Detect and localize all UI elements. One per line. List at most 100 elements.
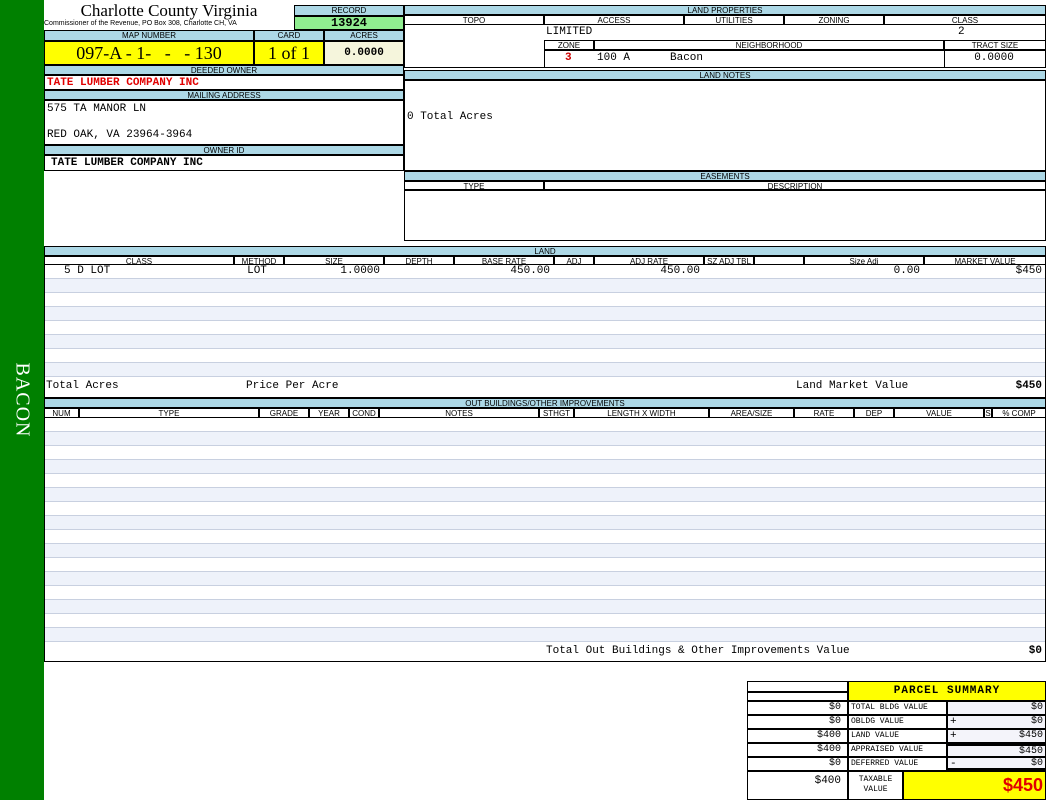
access-value: LIMITED (546, 26, 593, 38)
outbuildings-column-header: GRADE (259, 408, 309, 418)
deeded-owner-label: DEEDED OWNER (44, 65, 404, 75)
table-row (44, 530, 1046, 544)
table-row (44, 516, 1046, 530)
summary-label: APPRAISED VALUE (848, 743, 947, 757)
table-row (44, 572, 1046, 586)
address-line-1: 575 TA MANOR LN (47, 103, 147, 115)
outbuildings-column-header: AREA/SIZE (709, 408, 794, 418)
outbuildings-column-header: NOTES (379, 408, 539, 418)
land-cell: 450.00 (660, 265, 700, 277)
neighborhood-code: 100 A (597, 52, 631, 64)
owner-id-label: OWNER ID (44, 145, 404, 155)
land-column-header: ADJ (554, 256, 594, 265)
table-row (44, 349, 1046, 363)
summary-prior-value: $0 (747, 715, 848, 729)
table-row (44, 558, 1046, 572)
price-per-acre-label: Price Per Acre (246, 380, 339, 392)
outbuildings-label: OUT BUILDINGS/OTHER IMPROVEMENTS (44, 398, 1046, 408)
acres-value: 0.0000 (324, 41, 404, 65)
table-row (44, 279, 1046, 293)
taxable-label: TAXABLE VALUE (848, 771, 903, 800)
zone-value: 3 (565, 52, 572, 64)
land-market-value-label: Land Market Value (796, 380, 909, 392)
outbuildings-column-header: YEAR (309, 408, 349, 418)
card-label: CARD (254, 30, 324, 41)
zone-label: ZONE (544, 40, 594, 50)
table-row (44, 600, 1046, 614)
zone-row (544, 50, 1046, 68)
table-row: 5 D LOT LOT 1.0000 450.00 450.00 0.00 $450 (44, 265, 1046, 279)
table-row (44, 307, 1046, 321)
table-row (44, 363, 1046, 377)
land-column-header: METHOD (234, 256, 284, 265)
total-acres-label: Total Acres (46, 380, 119, 392)
summary-prior-value: $400 (747, 729, 848, 743)
easements-label: EASEMENTS (404, 171, 1046, 181)
outbuildings-total-label: Total Out Buildings & Other Improvements… (546, 645, 850, 657)
table-row (44, 446, 1046, 460)
land-cell: 1.0000 (340, 265, 380, 277)
mailing-address: 575 TA MANOR LN RED OAK, VA 23964-3964 (44, 100, 404, 145)
summary-label: OBLDG VALUE (848, 715, 947, 729)
summary-prior-value: $0 (747, 701, 848, 715)
summary-operator: + (950, 716, 957, 728)
summary-prior-value: $0 (747, 757, 848, 771)
deeded-owner-value: TATE LUMBER COMPANY INC (44, 75, 404, 90)
outbuildings-total: $0 (1028, 645, 1042, 657)
owner-id-value: TATE LUMBER COMPANY INC (44, 155, 404, 171)
land-cell: 0.00 (893, 265, 920, 277)
table-row (44, 321, 1046, 335)
topo-label: TOPO (404, 15, 544, 25)
outbuildings-column-header: % COMP (992, 408, 1046, 418)
tract-size-label: TRACT SIZE (944, 40, 1046, 50)
easement-description-label: DESCRIPTION (544, 181, 1046, 190)
outbuildings-column-header: RATE (794, 408, 854, 418)
land-column-header: SIZE (284, 256, 384, 265)
land-cell: $450 (1015, 265, 1042, 277)
outbuildings-column-header: LENGTH X WIDTH (574, 408, 709, 418)
taxable-prior: $400 (747, 771, 848, 800)
summary-blank (747, 681, 848, 692)
header: Charlotte County Virginia Commissioner o… (44, 1, 294, 28)
record-label: RECORD (294, 5, 404, 16)
land-cell: 450.00 (510, 265, 550, 277)
map-number-value: 097-A - 1- - - 130 (44, 41, 254, 65)
table-row (44, 335, 1046, 349)
land-notes: 0 Total Acres (404, 80, 1046, 171)
zoning-label: ZONING (784, 15, 884, 25)
table-row (44, 614, 1046, 628)
land-column-header: DEPTH (384, 256, 454, 265)
land-column-header: Size Adj (804, 256, 924, 265)
utilities-label: UTILITIES (684, 15, 784, 25)
table-row (44, 460, 1046, 474)
land-column-header: SZ ADJ TBL (704, 256, 754, 265)
class-label: CLASS (884, 15, 1046, 25)
table-row (44, 586, 1046, 600)
table-row (44, 502, 1046, 516)
land-properties-label: LAND PROPERTIES (404, 5, 1046, 15)
table-row (44, 418, 1046, 432)
outbuildings-column-header: STHGT (539, 408, 574, 418)
summary-value: $0 (947, 701, 1046, 715)
outbuildings-column-header: VALUE (894, 408, 984, 418)
easements-body (404, 190, 1046, 241)
table-row (44, 544, 1046, 558)
summary-blank (747, 692, 848, 701)
summary-label: TOTAL BLDG VALUE (848, 701, 947, 715)
land-column-header: CLASS (44, 256, 234, 265)
summary-value: $0 (947, 757, 1046, 771)
class-value: 2 (958, 26, 965, 38)
table-row (44, 293, 1046, 307)
outbuildings-column-header: TYPE (79, 408, 259, 418)
table-row (44, 488, 1046, 502)
address-line-2: RED OAK, VA 23964-3964 (47, 129, 193, 141)
acres-label: ACRES (324, 30, 404, 41)
summary-label: DEFERRED VALUE (848, 757, 947, 771)
access-label: ACCESS (544, 15, 684, 25)
county-title: Charlotte County Virginia (80, 1, 258, 20)
table-row (44, 628, 1046, 642)
outbuildings-column-header: DEP (854, 408, 894, 418)
sidebar-label: BACON (11, 362, 34, 438)
summary-operator: - (950, 758, 957, 770)
summary-operator: + (950, 730, 957, 742)
